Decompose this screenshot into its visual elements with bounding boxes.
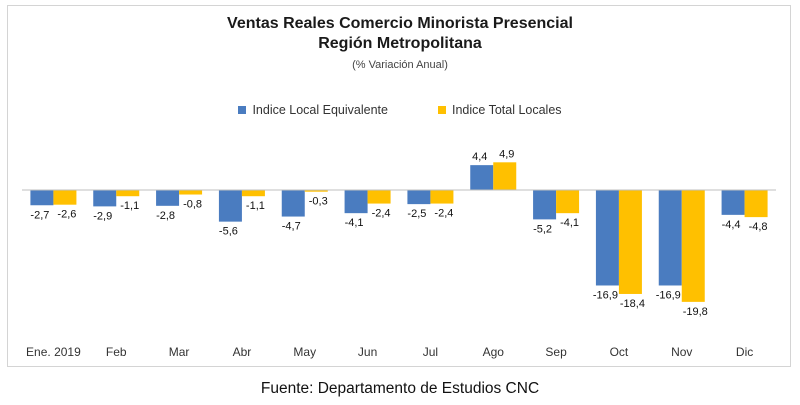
data-label-series-2-5: -0,3 — [309, 196, 328, 208]
legend-label-series-1: Indice Local Equivalente — [252, 103, 388, 117]
data-label-series-1-10: -16,9 — [593, 289, 618, 301]
data-label-series-1-7: -2,5 — [407, 208, 426, 220]
bar-series-1-11 — [658, 190, 682, 286]
bar-series-2-6 — [367, 190, 391, 204]
bar-series-2-12 — [744, 190, 768, 218]
legend-item-series-2: Indice Total Locales — [437, 103, 562, 117]
x-tick-label-9: Sep — [545, 345, 567, 359]
data-label-series-1-12: -4,4 — [722, 219, 741, 231]
bar-series-2-5 — [304, 190, 328, 192]
bar-series-1-7 — [407, 190, 431, 205]
bar-series-1-3 — [156, 190, 180, 206]
data-label-series-2-10: -18,4 — [620, 298, 645, 310]
source-note: Fuente: Departamento de Estudios CNC — [260, 380, 540, 397]
legend-swatch-series-2 — [437, 106, 446, 114]
data-label-series-1-5: -4,7 — [282, 221, 301, 233]
x-tick-label-11: Nov — [671, 345, 692, 359]
bar-series-2-2 — [116, 190, 140, 197]
chart-frame — [7, 5, 791, 367]
x-tick-label-1: Ene. 2019 — [26, 345, 81, 359]
bar-series-1-12 — [721, 190, 745, 215]
x-tick-label-2: Feb — [106, 345, 127, 359]
bar-series-1-2 — [93, 190, 117, 207]
bar-series-2-4 — [241, 190, 265, 197]
data-label-series-2-3: -0,8 — [183, 199, 202, 211]
data-label-series-1-8: 4,4 — [472, 151, 487, 163]
x-tick-label-7: Jul — [423, 345, 438, 359]
x-tick-label-6: Jun — [358, 345, 377, 359]
bar-series-2-7 — [430, 190, 454, 204]
legend-item-series-1: Indice Local Equivalente — [238, 103, 388, 117]
bar-series-1-9 — [533, 190, 557, 220]
bar-series-2-9 — [556, 190, 580, 214]
bar-series-1-5 — [281, 190, 305, 217]
bar-series-1-10 — [595, 190, 619, 286]
data-label-series-1-11: -16,9 — [656, 289, 681, 301]
data-label-series-2-11: -19,8 — [683, 306, 708, 318]
data-label-series-1-4: -5,6 — [219, 226, 238, 238]
x-tick-label-3: Mar — [169, 345, 190, 359]
legend-swatch-series-1 — [238, 106, 247, 114]
bar-series-1-4 — [218, 190, 242, 222]
data-label-series-2-6: -2,4 — [372, 208, 391, 220]
bar-chart-plot: -2,7 -2,6 Ene. 2019 -2,9 -1,1 Feb -2,8 -0,8 Mar -… — [22, 148, 776, 359]
data-label-series-2-12: -4,8 — [749, 221, 768, 233]
x-tick-label-10: Oct — [610, 345, 629, 359]
data-label-series-2-9: -4,1 — [560, 217, 579, 229]
data-label-series-2-1: -2,6 — [57, 209, 76, 221]
chart-title-line-2: Región Metropolitana — [318, 35, 482, 52]
data-label-series-2-2: -1,1 — [120, 200, 139, 212]
bar-series-1-1 — [30, 190, 54, 206]
bar-series-2-3 — [179, 190, 203, 195]
x-tick-label-8: Ago — [483, 345, 505, 359]
data-label-series-1-3: -2,8 — [156, 210, 175, 222]
data-label-series-2-8: 4,9 — [499, 148, 514, 160]
bar-series-2-11 — [681, 190, 705, 302]
data-label-series-1-2: -2,9 — [93, 210, 112, 222]
chart-subtitle: (% Variación Anual) — [352, 59, 448, 71]
bar-series-2-10 — [618, 190, 642, 294]
data-label-series-1-6: -4,1 — [345, 217, 364, 229]
data-label-series-2-7: -2,4 — [434, 208, 453, 220]
data-label-series-1-1: -2,7 — [30, 209, 49, 221]
legend-label-series-2: Indice Total Locales — [451, 103, 562, 117]
chart-title: Ventas Reales Comercio Minorista Presenc… — [227, 15, 573, 32]
bar-series-2-1 — [53, 190, 77, 205]
x-tick-label-12: Dic — [736, 345, 753, 359]
bar-series-2-8 — [493, 162, 517, 190]
x-tick-label-4: Abr — [233, 345, 252, 359]
chart-legend: Indice Local Equivalente Indice Total Lo… — [0, 103, 800, 117]
bar-series-1-8 — [470, 165, 494, 190]
data-label-series-2-4: -1,1 — [246, 200, 265, 212]
data-label-series-1-9: -5,2 — [533, 223, 552, 235]
x-tick-label-5: May — [293, 345, 316, 359]
bar-series-1-6 — [344, 190, 368, 214]
